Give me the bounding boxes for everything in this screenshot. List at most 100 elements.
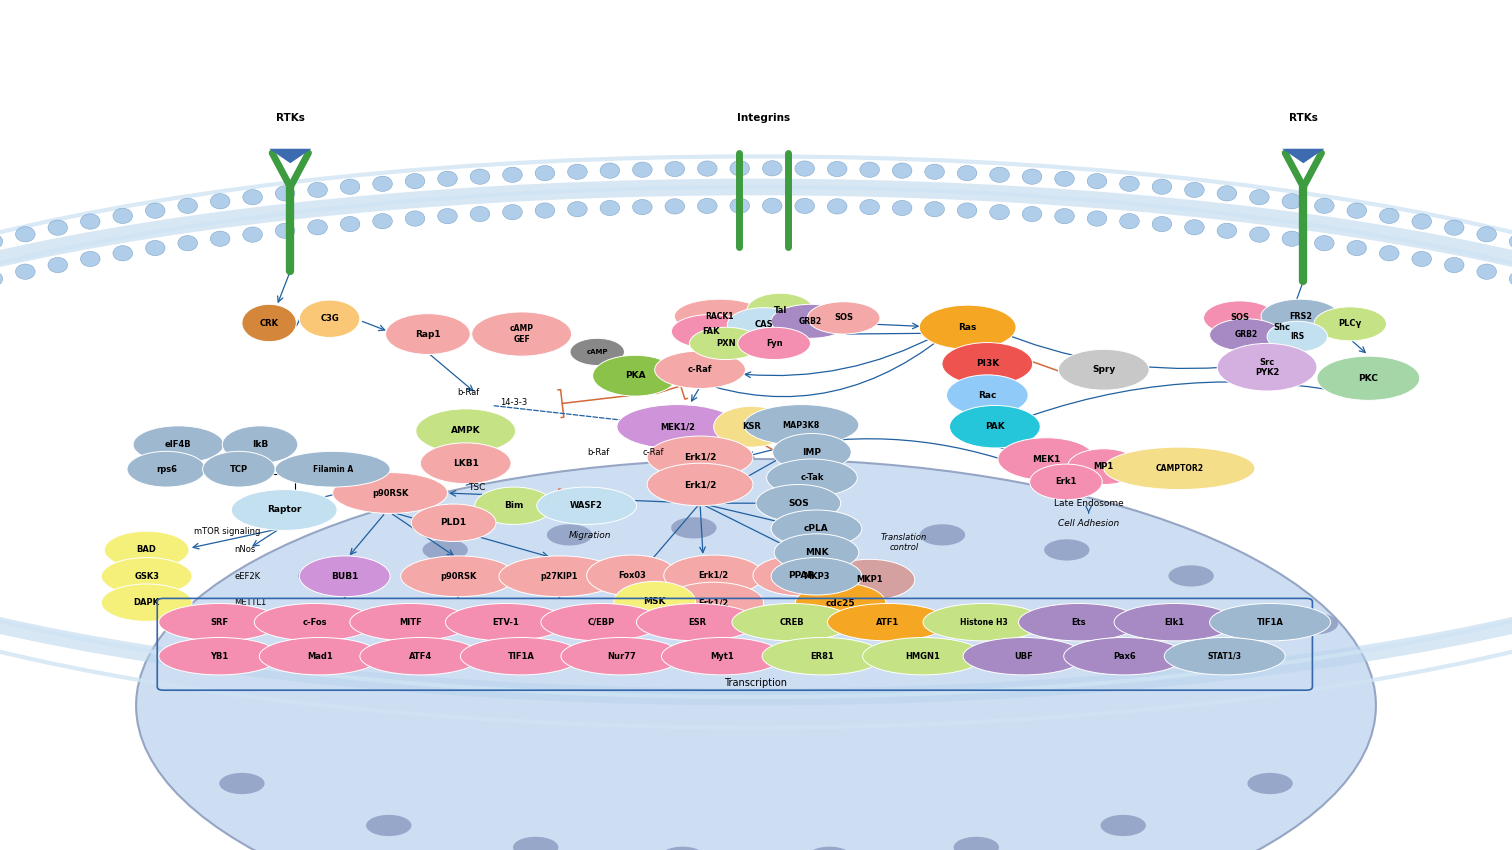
Text: Ets: Ets xyxy=(1072,618,1086,626)
Text: Erk1/2: Erk1/2 xyxy=(699,571,729,580)
Ellipse shape xyxy=(1246,310,1318,344)
Ellipse shape xyxy=(340,179,360,195)
Ellipse shape xyxy=(617,405,738,449)
Ellipse shape xyxy=(1314,198,1334,213)
Ellipse shape xyxy=(1019,604,1140,641)
Ellipse shape xyxy=(1152,217,1172,232)
Ellipse shape xyxy=(665,199,685,214)
Ellipse shape xyxy=(113,208,133,224)
Text: MP1: MP1 xyxy=(1093,462,1114,471)
Ellipse shape xyxy=(513,836,558,850)
Text: STAT1/3: STAT1/3 xyxy=(1208,652,1241,660)
Ellipse shape xyxy=(275,186,295,201)
Text: Ras: Ras xyxy=(959,323,977,332)
Text: TCP: TCP xyxy=(230,465,248,473)
Text: Erk1/2: Erk1/2 xyxy=(683,453,717,462)
Ellipse shape xyxy=(919,524,965,546)
Text: c-Fos: c-Fos xyxy=(302,618,327,626)
Ellipse shape xyxy=(1282,194,1302,209)
Ellipse shape xyxy=(1444,258,1464,273)
Ellipse shape xyxy=(732,604,853,641)
Ellipse shape xyxy=(242,304,296,342)
Text: MKP1: MKP1 xyxy=(856,575,883,584)
Ellipse shape xyxy=(1379,246,1399,261)
Ellipse shape xyxy=(795,518,841,539)
Ellipse shape xyxy=(1210,604,1331,641)
Ellipse shape xyxy=(1045,539,1090,560)
Ellipse shape xyxy=(1314,307,1387,341)
Ellipse shape xyxy=(567,164,587,179)
Ellipse shape xyxy=(922,604,1043,641)
Ellipse shape xyxy=(159,638,280,675)
Text: PXN: PXN xyxy=(717,339,735,348)
Text: 14-3-3: 14-3-3 xyxy=(500,398,528,406)
Ellipse shape xyxy=(1055,171,1075,186)
Ellipse shape xyxy=(80,214,100,230)
Ellipse shape xyxy=(600,201,620,216)
Ellipse shape xyxy=(1030,464,1102,500)
Ellipse shape xyxy=(145,203,165,218)
Ellipse shape xyxy=(795,583,886,624)
Ellipse shape xyxy=(174,613,219,634)
Ellipse shape xyxy=(1022,169,1042,184)
Ellipse shape xyxy=(48,258,68,273)
Text: cAMP
GEF: cAMP GEF xyxy=(510,325,534,343)
Ellipse shape xyxy=(1379,208,1399,224)
Ellipse shape xyxy=(773,434,851,471)
Ellipse shape xyxy=(1477,264,1497,280)
Text: Pax6: Pax6 xyxy=(1113,652,1136,660)
Ellipse shape xyxy=(671,314,750,348)
Text: SOS: SOS xyxy=(835,314,853,322)
Text: Fyn: Fyn xyxy=(767,339,782,348)
Ellipse shape xyxy=(386,314,470,354)
Ellipse shape xyxy=(925,164,945,179)
Ellipse shape xyxy=(80,252,100,267)
Ellipse shape xyxy=(1282,231,1302,246)
Ellipse shape xyxy=(753,555,850,596)
Text: Histone H3: Histone H3 xyxy=(960,618,1007,626)
Text: GRB2: GRB2 xyxy=(1234,331,1258,339)
Ellipse shape xyxy=(416,409,516,453)
Ellipse shape xyxy=(275,451,390,487)
Ellipse shape xyxy=(373,176,393,191)
Ellipse shape xyxy=(502,205,522,220)
Text: Erk1/2: Erk1/2 xyxy=(699,598,729,607)
Text: MKP3: MKP3 xyxy=(803,572,830,581)
Ellipse shape xyxy=(1152,179,1172,195)
Text: RTKs: RTKs xyxy=(1288,113,1318,123)
Polygon shape xyxy=(1282,149,1325,163)
Ellipse shape xyxy=(1114,604,1235,641)
Ellipse shape xyxy=(1055,208,1075,224)
Text: p90RSK: p90RSK xyxy=(440,572,476,581)
Ellipse shape xyxy=(665,162,685,177)
Ellipse shape xyxy=(178,198,198,213)
Ellipse shape xyxy=(535,166,555,181)
Ellipse shape xyxy=(145,241,165,256)
Text: Raptor: Raptor xyxy=(268,506,301,514)
Text: Shc: Shc xyxy=(1273,323,1291,332)
Ellipse shape xyxy=(950,405,1040,448)
Text: MEK1: MEK1 xyxy=(1033,455,1060,463)
Ellipse shape xyxy=(762,198,782,213)
Text: Migration: Migration xyxy=(569,531,611,540)
Text: eIF4B: eIF4B xyxy=(165,440,192,449)
Text: PPAR: PPAR xyxy=(788,571,815,580)
Text: Filamin A: Filamin A xyxy=(313,465,352,473)
Ellipse shape xyxy=(1249,227,1269,242)
Text: CAS: CAS xyxy=(754,320,773,329)
Text: cPLA: cPLA xyxy=(804,524,829,533)
Ellipse shape xyxy=(697,161,717,176)
Text: IkB: IkB xyxy=(253,440,268,449)
Text: PLCγ: PLCγ xyxy=(1338,320,1362,328)
Text: GSK3: GSK3 xyxy=(135,572,159,581)
Ellipse shape xyxy=(697,198,717,213)
Ellipse shape xyxy=(231,490,337,530)
Ellipse shape xyxy=(587,555,677,596)
Text: BAD: BAD xyxy=(136,546,157,554)
Text: PKC: PKC xyxy=(1358,374,1379,382)
Ellipse shape xyxy=(405,211,425,226)
Text: FRS2: FRS2 xyxy=(1288,312,1312,320)
Ellipse shape xyxy=(892,201,912,216)
Text: Spry: Spry xyxy=(1092,366,1116,374)
Ellipse shape xyxy=(1058,349,1149,390)
